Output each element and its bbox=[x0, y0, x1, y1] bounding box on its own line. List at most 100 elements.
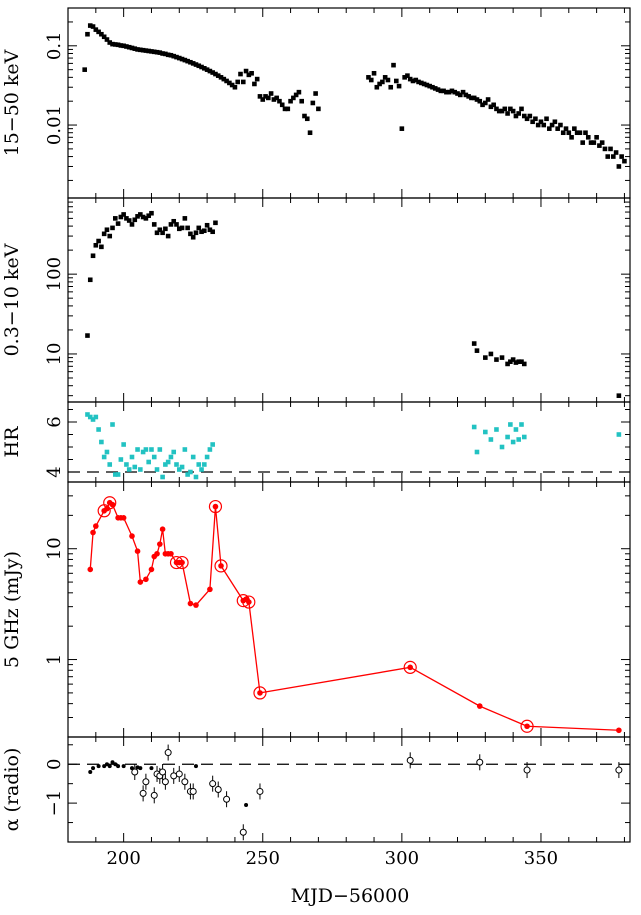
data-point bbox=[268, 91, 274, 96]
data-point bbox=[163, 462, 168, 467]
data-point bbox=[547, 126, 552, 131]
data-point bbox=[193, 62, 199, 67]
data-point bbox=[405, 73, 410, 78]
x-tick-label: 350 bbox=[524, 848, 558, 869]
data-point bbox=[110, 760, 115, 765]
data-point bbox=[505, 111, 510, 116]
data-point bbox=[244, 803, 249, 808]
data-point bbox=[182, 447, 188, 452]
data-point bbox=[591, 140, 597, 145]
data-point bbox=[112, 216, 118, 221]
data-point bbox=[137, 579, 144, 585]
data-point bbox=[619, 154, 624, 159]
data-point bbox=[279, 102, 285, 108]
data-point bbox=[471, 424, 477, 430]
data-point bbox=[371, 70, 377, 76]
data-point bbox=[157, 541, 163, 547]
circled-marker bbox=[214, 559, 228, 573]
data-point bbox=[93, 27, 99, 32]
data-point bbox=[135, 214, 140, 219]
data-point bbox=[476, 758, 484, 766]
data-point bbox=[508, 359, 513, 364]
data-point bbox=[165, 233, 171, 239]
data-point bbox=[143, 216, 149, 221]
data-point bbox=[190, 234, 196, 240]
data-point bbox=[452, 89, 458, 95]
data-point bbox=[207, 68, 213, 74]
circled-marker bbox=[103, 496, 117, 510]
data-point bbox=[310, 100, 316, 106]
data-point bbox=[393, 78, 399, 84]
data-point bbox=[558, 122, 563, 128]
data-point bbox=[181, 778, 189, 786]
data-point bbox=[488, 104, 494, 110]
data-point bbox=[474, 348, 480, 353]
data-point bbox=[96, 427, 101, 432]
data-point bbox=[196, 225, 202, 231]
data-point bbox=[430, 84, 435, 90]
data-point bbox=[266, 95, 271, 101]
data-point bbox=[530, 119, 535, 125]
data-point bbox=[138, 212, 143, 217]
data-point bbox=[146, 48, 151, 54]
data-point bbox=[176, 55, 182, 61]
data-point bbox=[199, 64, 204, 70]
data-point bbox=[148, 566, 155, 573]
y-tick-label: 10 bbox=[44, 343, 65, 366]
data-point bbox=[469, 95, 474, 101]
data-point bbox=[151, 49, 157, 55]
data-point bbox=[516, 359, 522, 364]
data-point bbox=[552, 119, 558, 125]
data-point bbox=[432, 86, 438, 91]
data-point bbox=[382, 75, 388, 80]
data-point bbox=[107, 462, 113, 467]
data-point bbox=[113, 762, 118, 767]
data-point bbox=[110, 225, 115, 231]
data-point bbox=[168, 550, 174, 557]
data-point bbox=[471, 95, 477, 101]
data-point bbox=[246, 72, 252, 78]
data-point bbox=[138, 467, 143, 472]
y-tick-label: 1 bbox=[44, 654, 65, 665]
y-tick-label: 4 bbox=[44, 466, 65, 477]
data-point bbox=[121, 764, 126, 769]
data-point bbox=[124, 44, 129, 49]
data-point bbox=[121, 212, 126, 217]
data-point bbox=[377, 81, 382, 87]
data-point bbox=[116, 764, 121, 769]
data-point bbox=[124, 462, 129, 467]
data-point bbox=[151, 222, 157, 227]
data-point bbox=[444, 89, 449, 95]
circled-marker bbox=[208, 499, 223, 514]
data-point bbox=[140, 449, 146, 455]
data-point bbox=[616, 727, 622, 734]
data-point bbox=[126, 467, 132, 472]
data-point bbox=[129, 222, 135, 227]
data-point bbox=[588, 140, 594, 145]
data-point bbox=[160, 474, 165, 480]
data-point bbox=[138, 47, 143, 53]
y-axis-label: 15−50 keV bbox=[1, 49, 23, 156]
data-point bbox=[210, 442, 215, 447]
data-point bbox=[441, 88, 446, 94]
data-point bbox=[483, 355, 488, 360]
panel-frame bbox=[67, 481, 631, 738]
data-point bbox=[243, 68, 249, 74]
data-point bbox=[188, 231, 193, 237]
data-point bbox=[307, 130, 313, 136]
data-point bbox=[457, 92, 463, 98]
data-point bbox=[202, 462, 207, 467]
data-point bbox=[140, 214, 146, 220]
data-point bbox=[163, 226, 168, 232]
data-point bbox=[93, 414, 99, 420]
data-point bbox=[129, 454, 135, 460]
data-point bbox=[99, 439, 104, 445]
data-point bbox=[483, 100, 488, 106]
data-point bbox=[104, 762, 109, 767]
data-point bbox=[615, 766, 623, 774]
data-point bbox=[285, 106, 291, 112]
data-point bbox=[494, 106, 499, 112]
y-tick-label: 0.1 bbox=[44, 31, 65, 60]
data-point bbox=[107, 40, 113, 45]
data-point bbox=[256, 787, 264, 795]
